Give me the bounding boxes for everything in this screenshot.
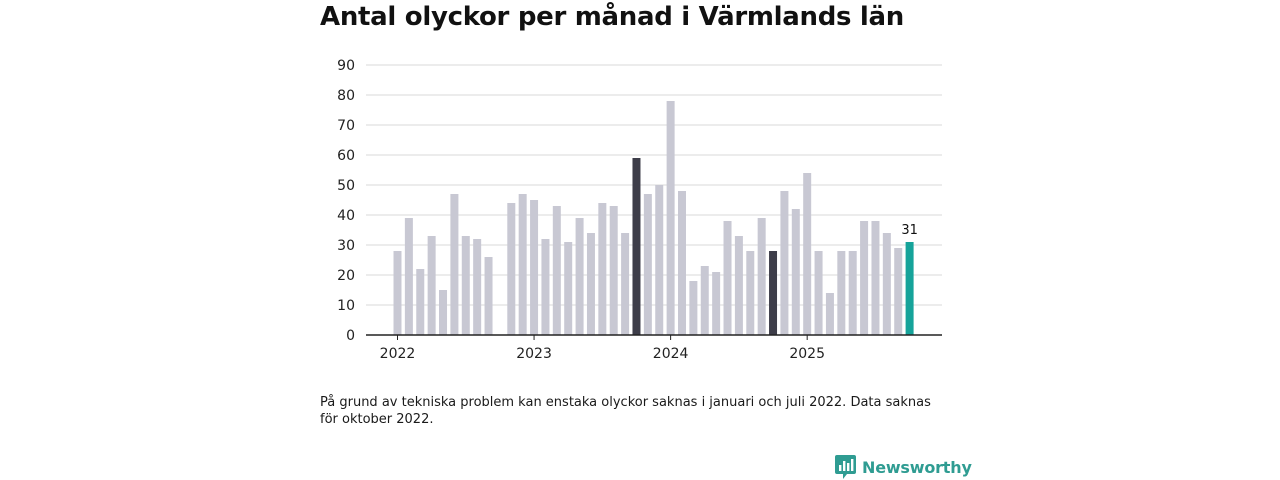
bar bbox=[643, 194, 652, 335]
y-tick-label: 60 bbox=[337, 148, 355, 164]
bar bbox=[416, 269, 425, 335]
y-tick-label: 0 bbox=[346, 328, 355, 344]
bar bbox=[461, 236, 470, 335]
x-tick-label: 2022 bbox=[380, 346, 416, 362]
bar bbox=[723, 221, 732, 335]
newsworthy-logo-icon bbox=[835, 455, 856, 479]
bar bbox=[666, 101, 675, 335]
bar bbox=[746, 251, 755, 335]
y-tick-label: 40 bbox=[337, 208, 355, 224]
bar bbox=[484, 257, 493, 335]
y-tick-label: 90 bbox=[337, 58, 355, 74]
bar bbox=[450, 194, 459, 335]
bar bbox=[825, 293, 834, 335]
bar bbox=[757, 218, 766, 335]
data-labels: 31 bbox=[901, 223, 918, 238]
bar bbox=[848, 251, 857, 335]
bar bbox=[803, 173, 812, 335]
bar bbox=[712, 272, 721, 335]
bar bbox=[894, 248, 903, 335]
bar bbox=[530, 200, 539, 335]
data-label: 31 bbox=[901, 223, 918, 238]
bar bbox=[734, 236, 743, 335]
y-tick-label: 20 bbox=[337, 268, 355, 284]
bar bbox=[860, 221, 869, 335]
y-tick-label: 10 bbox=[337, 298, 355, 314]
bar bbox=[393, 251, 402, 335]
bar bbox=[700, 266, 709, 335]
footnote: På grund av tekniska problem kan enstaka… bbox=[320, 395, 931, 427]
bar bbox=[473, 239, 482, 335]
bar bbox=[837, 251, 846, 335]
bar bbox=[575, 218, 584, 335]
bar bbox=[586, 233, 595, 335]
x-tick-label: 2024 bbox=[653, 346, 689, 362]
bar bbox=[564, 242, 573, 335]
bar-chart: 0 10 20 30 40 50 60 70 80 90 2022 2023 2024 2025 31 bbox=[337, 58, 942, 362]
bar bbox=[791, 209, 800, 335]
bar bbox=[541, 239, 550, 335]
bar bbox=[655, 185, 664, 335]
chart-title: Antal olyckor per månad i Värmlands län bbox=[320, 2, 905, 32]
bar bbox=[609, 206, 618, 335]
brand[interactable]: Newsworthy bbox=[835, 455, 972, 479]
bar bbox=[769, 251, 778, 335]
bar bbox=[871, 221, 880, 335]
y-tick-label: 50 bbox=[337, 178, 355, 194]
bar bbox=[621, 233, 630, 335]
brand-name: Newsworthy bbox=[862, 457, 972, 477]
y-axis-ticks: 0 10 20 30 40 50 60 70 80 90 bbox=[337, 58, 355, 344]
bar bbox=[780, 191, 789, 335]
bar bbox=[598, 203, 607, 335]
y-tick-label: 70 bbox=[337, 118, 355, 134]
bar bbox=[882, 233, 891, 335]
bars bbox=[393, 101, 914, 335]
bar bbox=[632, 158, 641, 335]
bar bbox=[678, 191, 686, 335]
x-tick-label: 2023 bbox=[516, 346, 552, 362]
bar bbox=[507, 203, 516, 335]
bar bbox=[427, 236, 436, 335]
y-tick-label: 30 bbox=[337, 238, 355, 254]
x-axis-ticks: 2022 2023 2024 2025 bbox=[380, 335, 825, 362]
bar bbox=[404, 218, 413, 335]
bar bbox=[439, 290, 448, 335]
bar bbox=[518, 194, 527, 335]
y-tick-label: 80 bbox=[337, 88, 355, 104]
bar bbox=[552, 206, 561, 335]
bar bbox=[814, 251, 823, 335]
bar bbox=[689, 281, 698, 335]
bar bbox=[905, 242, 914, 335]
x-tick-label: 2025 bbox=[789, 346, 825, 362]
